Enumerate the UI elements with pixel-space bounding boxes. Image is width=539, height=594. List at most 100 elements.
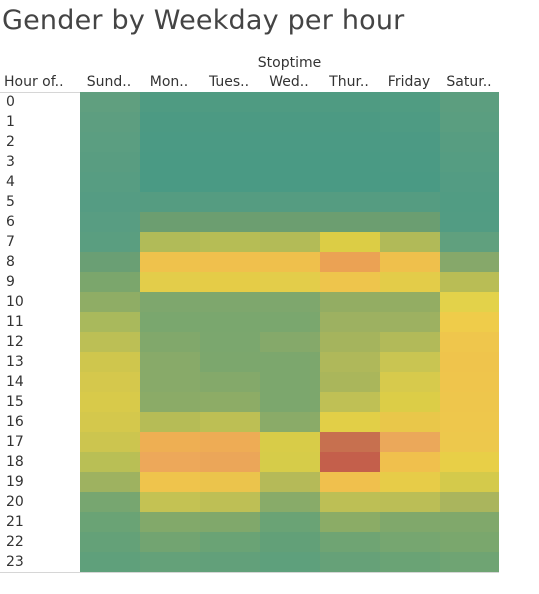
heatmap-cell[interactable] <box>200 372 260 392</box>
heatmap-cell[interactable] <box>200 132 260 152</box>
heatmap-cell[interactable] <box>80 492 140 512</box>
heatmap-cell[interactable] <box>200 452 260 472</box>
heatmap-cell[interactable] <box>320 192 380 212</box>
heatmap-cell[interactable] <box>260 552 320 572</box>
heatmap-cell[interactable] <box>260 472 320 492</box>
heatmap-cell[interactable] <box>260 112 320 132</box>
heatmap-cell[interactable] <box>260 192 320 212</box>
heatmap-cell[interactable] <box>440 392 499 412</box>
heatmap-cell[interactable] <box>380 152 440 172</box>
heatmap-cell[interactable] <box>440 172 499 192</box>
heatmap-cell[interactable] <box>140 152 200 172</box>
heatmap-cell[interactable] <box>80 152 140 172</box>
heatmap-cell[interactable] <box>440 92 499 112</box>
heatmap-cell[interactable] <box>200 152 260 172</box>
heatmap-cell[interactable] <box>80 272 140 292</box>
heatmap-cell[interactable] <box>140 452 200 472</box>
heatmap-cell[interactable] <box>140 532 200 552</box>
heatmap-cell[interactable] <box>320 252 380 272</box>
heatmap-cell[interactable] <box>440 372 499 392</box>
heatmap-cell[interactable] <box>80 312 140 332</box>
heatmap-cell[interactable] <box>80 452 140 472</box>
heatmap-cell[interactable] <box>260 372 320 392</box>
heatmap-cell[interactable] <box>140 252 200 272</box>
heatmap-cell[interactable] <box>140 232 200 252</box>
heatmap-cell[interactable] <box>80 432 140 452</box>
heatmap-cell[interactable] <box>320 372 380 392</box>
heatmap-cell[interactable] <box>440 292 499 312</box>
heatmap-cell[interactable] <box>140 432 200 452</box>
heatmap-cell[interactable] <box>320 412 380 432</box>
heatmap-cell[interactable] <box>260 512 320 532</box>
heatmap-cell[interactable] <box>260 432 320 452</box>
heatmap-cell[interactable] <box>260 132 320 152</box>
heatmap-cell[interactable] <box>380 112 440 132</box>
heatmap-cell[interactable] <box>80 172 140 192</box>
heatmap-cell[interactable] <box>140 92 200 112</box>
heatmap-cell[interactable] <box>140 132 200 152</box>
heatmap-cell[interactable] <box>200 272 260 292</box>
heatmap-cell[interactable] <box>320 212 380 232</box>
heatmap-cell[interactable] <box>80 392 140 412</box>
heatmap-cell[interactable] <box>380 452 440 472</box>
heatmap-cell[interactable] <box>440 332 499 352</box>
heatmap-cell[interactable] <box>320 532 380 552</box>
heatmap-cell[interactable] <box>200 112 260 132</box>
heatmap-cell[interactable] <box>440 492 499 512</box>
heatmap-cell[interactable] <box>80 132 140 152</box>
heatmap-cell[interactable] <box>380 412 440 432</box>
heatmap-cell[interactable] <box>320 272 380 292</box>
heatmap-cell[interactable] <box>200 412 260 432</box>
heatmap-cell[interactable] <box>380 272 440 292</box>
heatmap-cell[interactable] <box>440 472 499 492</box>
heatmap-cell[interactable] <box>260 532 320 552</box>
heatmap-cell[interactable] <box>380 332 440 352</box>
heatmap-cell[interactable] <box>200 492 260 512</box>
heatmap-cell[interactable] <box>200 292 260 312</box>
heatmap-cell[interactable] <box>200 312 260 332</box>
heatmap-cell[interactable] <box>380 492 440 512</box>
heatmap-cell[interactable] <box>440 272 499 292</box>
heatmap-cell[interactable] <box>440 412 499 432</box>
heatmap-cell[interactable] <box>260 92 320 112</box>
heatmap-cell[interactable] <box>440 212 499 232</box>
heatmap-cell[interactable] <box>200 192 260 212</box>
heatmap-cell[interactable] <box>320 432 380 452</box>
heatmap-cell[interactable] <box>320 492 380 512</box>
heatmap-cell[interactable] <box>320 152 380 172</box>
heatmap-cell[interactable] <box>320 512 380 532</box>
heatmap-cell[interactable] <box>260 172 320 192</box>
heatmap-cell[interactable] <box>440 252 499 272</box>
heatmap-cell[interactable] <box>320 112 380 132</box>
heatmap-cell[interactable] <box>260 492 320 512</box>
heatmap-cell[interactable] <box>200 512 260 532</box>
heatmap-cell[interactable] <box>380 552 440 572</box>
heatmap-cell[interactable] <box>200 232 260 252</box>
heatmap-cell[interactable] <box>380 172 440 192</box>
heatmap-cell[interactable] <box>380 192 440 212</box>
heatmap-cell[interactable] <box>260 412 320 432</box>
heatmap-cell[interactable] <box>200 472 260 492</box>
heatmap-cell[interactable] <box>260 392 320 412</box>
heatmap-cell[interactable] <box>80 472 140 492</box>
heatmap-cell[interactable] <box>200 532 260 552</box>
heatmap-cell[interactable] <box>260 272 320 292</box>
heatmap-cell[interactable] <box>200 92 260 112</box>
heatmap-cell[interactable] <box>260 292 320 312</box>
heatmap-cell[interactable] <box>80 332 140 352</box>
heatmap-cell[interactable] <box>440 312 499 332</box>
heatmap-cell[interactable] <box>140 212 200 232</box>
heatmap-cell[interactable] <box>380 232 440 252</box>
heatmap-cell[interactable] <box>200 392 260 412</box>
heatmap-cell[interactable] <box>440 132 499 152</box>
heatmap-cell[interactable] <box>320 232 380 252</box>
heatmap-cell[interactable] <box>440 112 499 132</box>
heatmap-cell[interactable] <box>140 372 200 392</box>
heatmap-cell[interactable] <box>320 292 380 312</box>
heatmap-cell[interactable] <box>80 532 140 552</box>
heatmap-cell[interactable] <box>260 452 320 472</box>
heatmap-cell[interactable] <box>200 252 260 272</box>
heatmap-cell[interactable] <box>320 452 380 472</box>
heatmap-cell[interactable] <box>260 232 320 252</box>
heatmap-cell[interactable] <box>140 352 200 372</box>
